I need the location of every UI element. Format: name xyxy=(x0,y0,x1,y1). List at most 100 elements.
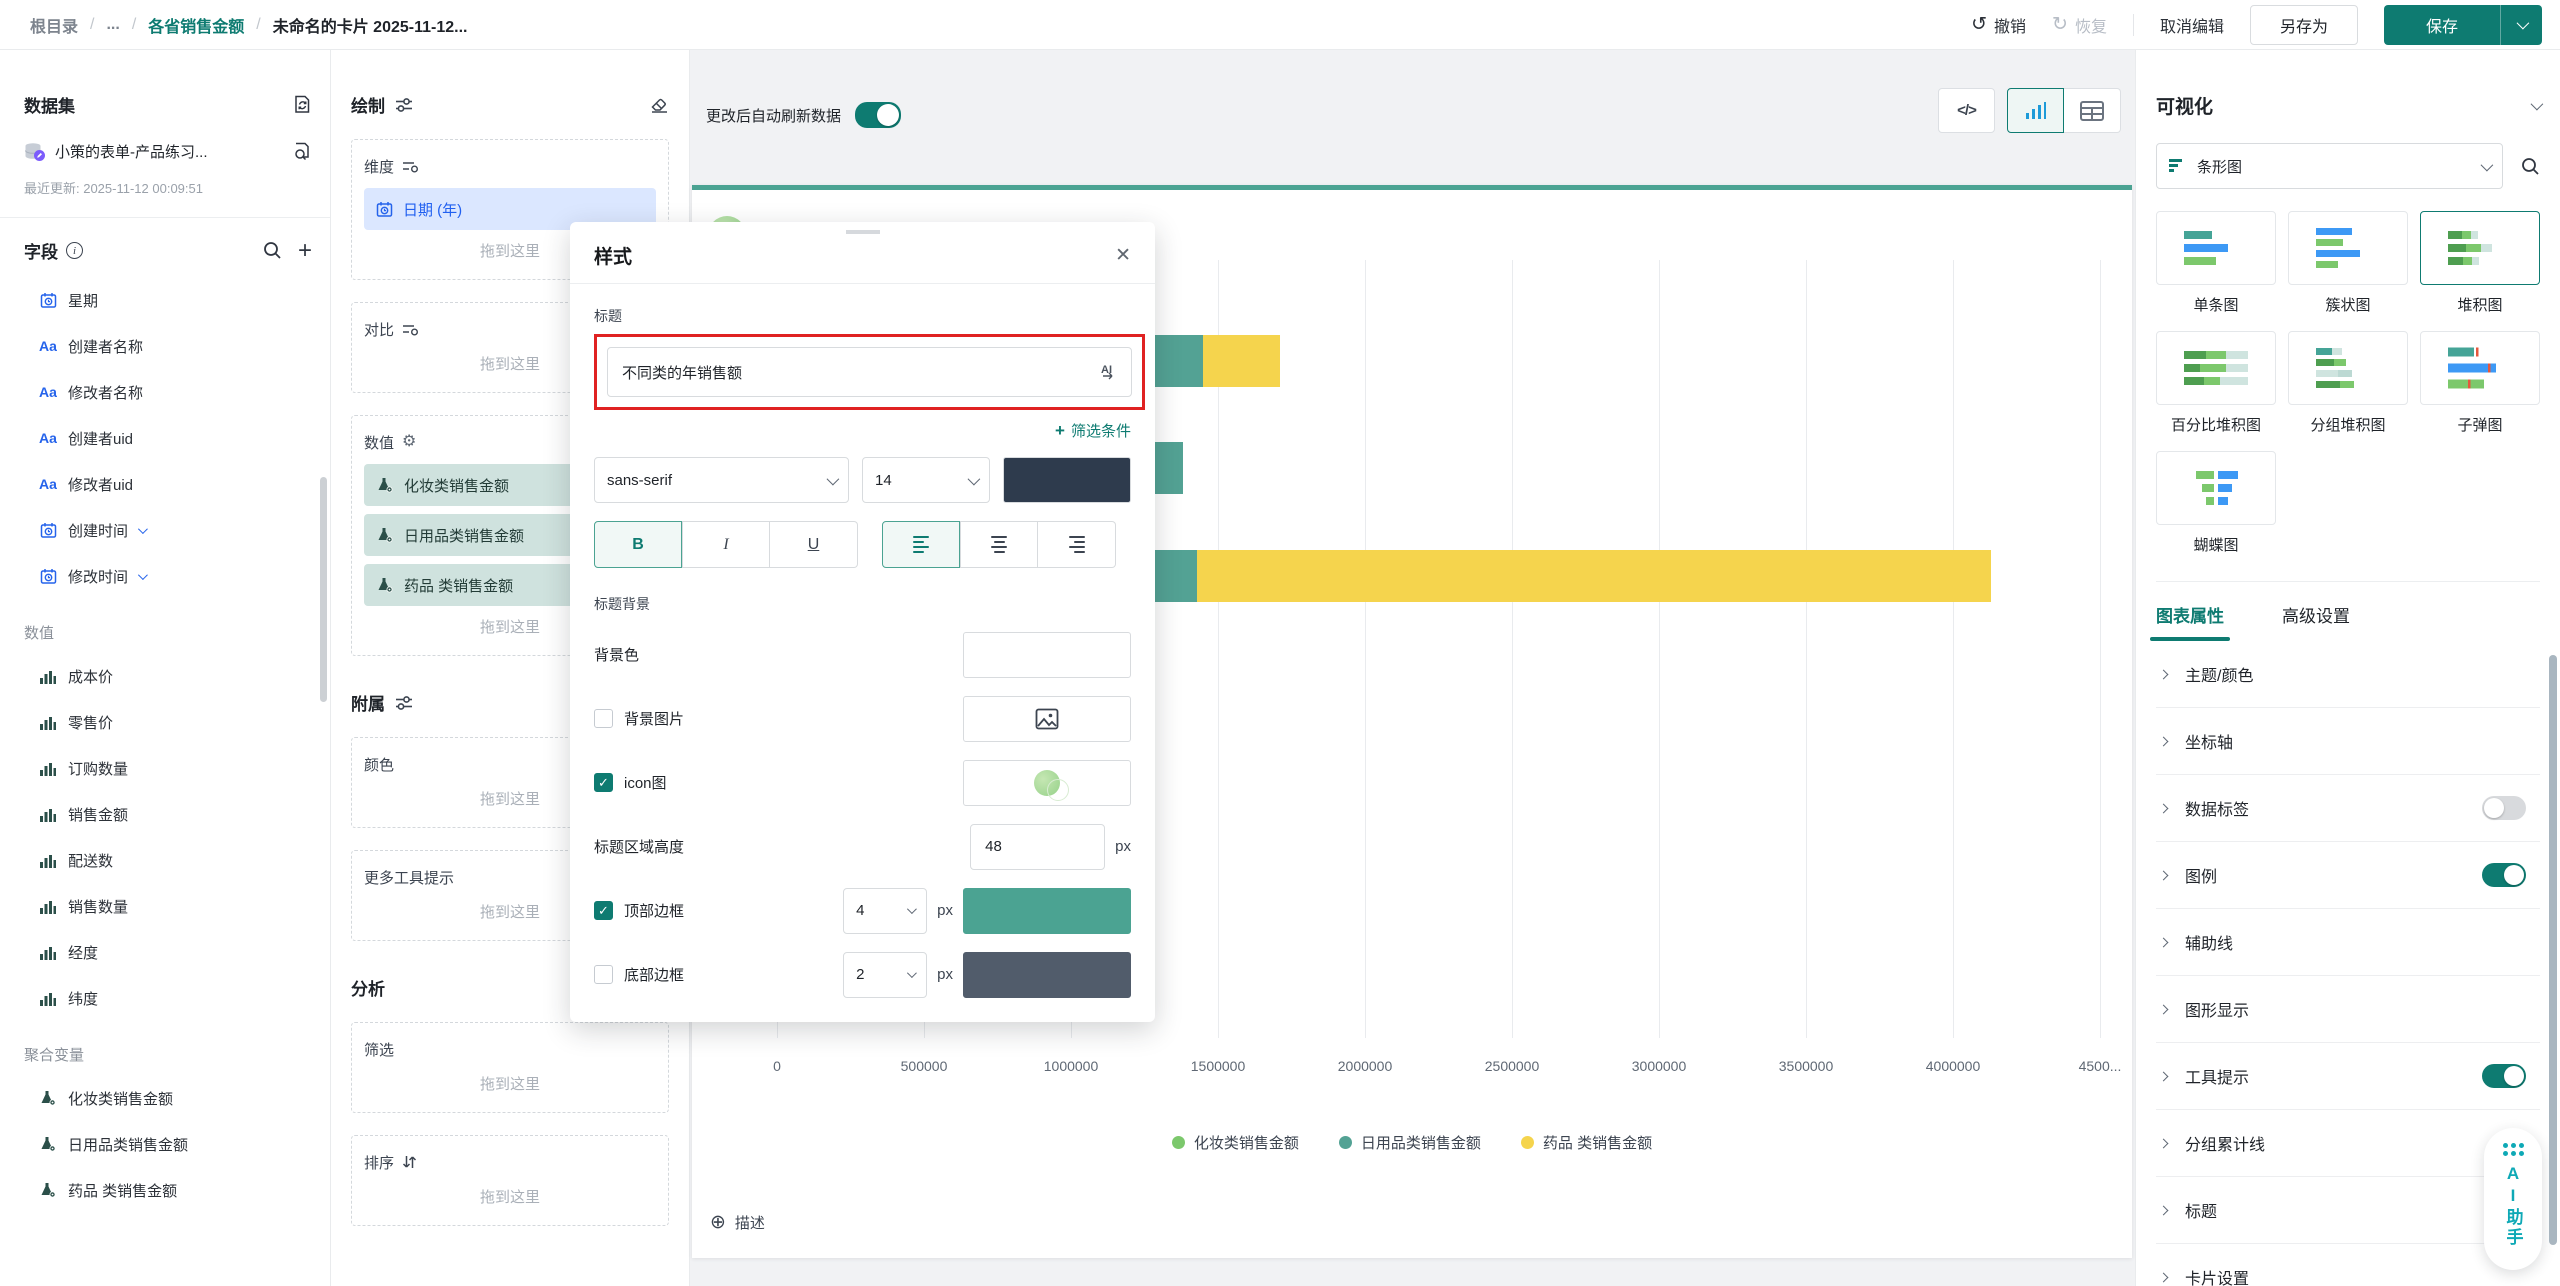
ai-assistant-button[interactable]: AI助手 xyxy=(2484,1128,2542,1270)
top-border-width-select[interactable]: 4 xyxy=(843,887,928,934)
field-item[interactable]: 成本价 xyxy=(24,653,312,699)
font-family-select[interactable]: sans-serif xyxy=(594,457,849,503)
accordion-卡片设置[interactable]: 卡片设置 xyxy=(2156,1244,2540,1286)
sort-dropzone[interactable]: 排序 拖到这里 xyxy=(351,1135,669,1226)
panel-scrollbar[interactable] xyxy=(2549,655,2557,1245)
accordion-toggle[interactable] xyxy=(2482,863,2526,887)
add-description-button[interactable]: ⊕ 描述 xyxy=(710,1212,765,1233)
chevron-down-icon[interactable] xyxy=(137,569,148,580)
top-border-color-swatch[interactable] xyxy=(963,887,1131,934)
cancel-edit-button[interactable]: 取消编辑 xyxy=(2160,13,2224,37)
icon-picker[interactable] xyxy=(963,759,1131,806)
ai-translate-icon[interactable]: AI xyxy=(1098,361,1120,383)
preview-data-icon[interactable] xyxy=(293,142,312,161)
bg-image-picker[interactable] xyxy=(963,695,1131,742)
accordion-辅助线[interactable]: 辅助线 xyxy=(2156,909,2540,976)
field-item[interactable]: Aa 创建者uid xyxy=(24,415,312,461)
icon-checkbox[interactable] xyxy=(594,773,613,792)
tooltip-dropzone[interactable]: 更多工具提示 拖到这里 xyxy=(351,850,669,941)
font-size-select[interactable]: 14 xyxy=(862,457,990,503)
chart-type-4[interactable]: 百分比堆积图 xyxy=(2156,331,2276,435)
redo-button[interactable]: ↻ 恢复 xyxy=(2052,13,2107,37)
chart-view-button[interactable] xyxy=(2007,88,2064,133)
field-item[interactable]: 销售数量 xyxy=(24,883,312,929)
chart-type-5[interactable]: 分组堆积图 xyxy=(2288,331,2408,435)
bg-color-swatch[interactable] xyxy=(963,631,1131,678)
chart-type-3[interactable]: 堆积图 xyxy=(2420,211,2540,315)
drag-handle[interactable] xyxy=(845,230,880,234)
save-dropdown-button[interactable] xyxy=(2500,4,2542,45)
field-item[interactable]: 日用品类销售金额 xyxy=(24,1121,312,1167)
top-border-checkbox[interactable] xyxy=(594,901,613,920)
collapse-panel-icon[interactable] xyxy=(2530,97,2544,111)
chart-type-7[interactable]: 蝴蝶图 xyxy=(2156,451,2276,555)
align-left-button[interactable] xyxy=(882,521,960,568)
field-item[interactable]: 零售价 xyxy=(24,699,312,745)
accordion-toggle[interactable] xyxy=(2482,796,2526,820)
field-item[interactable]: 销售金额 xyxy=(24,791,312,837)
breadcrumb-item[interactable]: 各省销售金额 xyxy=(148,18,245,36)
code-view-button[interactable]: </> xyxy=(1938,88,1995,133)
chart-type-2[interactable]: 簇状图 xyxy=(2288,211,2408,315)
field-item[interactable]: 创建时间 xyxy=(24,507,312,553)
bar-segment[interactable] xyxy=(1197,550,1992,602)
accordion-toggle[interactable] xyxy=(2482,1064,2526,1088)
legend-item[interactable]: 日用品类销售金额 xyxy=(1338,1132,1481,1153)
save-button[interactable]: 保存 xyxy=(2384,5,2500,45)
chart-title-input[interactable] xyxy=(607,347,1132,397)
table-view-button[interactable] xyxy=(2064,88,2121,133)
chart-type-select[interactable]: 条形图 xyxy=(2156,143,2503,189)
title-area-height-input[interactable] xyxy=(970,823,1106,870)
add-field-icon[interactable]: + xyxy=(297,236,312,264)
breadcrumb-item[interactable]: ... xyxy=(106,15,120,33)
bottom-border-checkbox[interactable] xyxy=(594,965,613,984)
legend-item[interactable]: 化妆类销售金额 xyxy=(1171,1132,1299,1153)
chevron-down-icon[interactable] xyxy=(137,523,148,534)
field-item[interactable]: 化妆类销售金额 xyxy=(24,1075,312,1121)
accordion-主题颜色[interactable]: 主题/颜色 xyxy=(2156,641,2540,708)
auto-refresh-toggle[interactable] xyxy=(855,102,902,128)
italic-button[interactable]: I xyxy=(682,521,770,568)
accordion-标题[interactable]: 标题 xyxy=(2156,1177,2540,1244)
bold-button[interactable]: B xyxy=(594,521,682,568)
filter-dropzone[interactable]: 筛选 拖到这里 xyxy=(351,1022,669,1113)
accordion-坐标轴[interactable]: 坐标轴 xyxy=(2156,708,2540,775)
bar-segment[interactable] xyxy=(1203,335,1280,387)
legend-item[interactable]: 药品 类销售金额 xyxy=(1520,1132,1652,1153)
compare-dropzone[interactable]: 对比 拖到这里 xyxy=(351,302,669,393)
field-item[interactable]: 配送数 xyxy=(24,837,312,883)
field-item[interactable]: 药品 类销售金额 xyxy=(24,1167,312,1213)
accordion-数据标签[interactable]: 数据标签 xyxy=(2156,775,2540,842)
field-item[interactable]: Aa 修改者名称 xyxy=(24,369,312,415)
close-icon[interactable]: ✕ xyxy=(1115,245,1131,266)
field-item[interactable]: 订购数量 xyxy=(24,745,312,791)
dataset-row[interactable]: 小策的表单-产品练习... xyxy=(24,141,312,162)
tab-chart-properties[interactable]: 图表属性 xyxy=(2150,602,2230,641)
gear-icon[interactable]: ⚙ xyxy=(402,433,417,450)
accordion-分组累计线[interactable]: 分组累计线 xyxy=(2156,1110,2540,1177)
sidebar-scrollbar[interactable] xyxy=(320,477,327,702)
color-dropzone[interactable]: 颜色 拖到这里 xyxy=(351,737,669,828)
save-as-button[interactable]: 另存为 xyxy=(2250,4,2358,45)
field-item[interactable]: Aa 修改者uid xyxy=(24,461,312,507)
chart-type-1[interactable]: 单条图 xyxy=(2156,211,2276,315)
accordion-图形显示[interactable]: 图形显示 xyxy=(2156,976,2540,1043)
undo-button[interactable]: ↺ 撤销 xyxy=(1971,13,2026,37)
eraser-icon[interactable] xyxy=(650,96,669,113)
search-icon[interactable] xyxy=(263,241,282,260)
align-right-button[interactable] xyxy=(1038,521,1116,568)
font-color-swatch[interactable] xyxy=(1003,457,1131,503)
tab-advanced-settings[interactable]: 高级设置 xyxy=(2282,602,2350,641)
chart-type-6[interactable]: 子弹图 xyxy=(2420,331,2540,435)
add-filter-condition-link[interactable]: + 筛选条件 xyxy=(594,420,1131,441)
field-item[interactable]: Aa 创建者名称 xyxy=(24,323,312,369)
align-center-button[interactable] xyxy=(960,521,1038,568)
field-item[interactable]: 纬度 xyxy=(24,975,312,1021)
search-icon[interactable] xyxy=(2521,157,2540,176)
field-item[interactable]: 星期 xyxy=(24,277,312,323)
switch-dataset-icon[interactable] xyxy=(292,95,312,114)
accordion-工具提示[interactable]: 工具提示 xyxy=(2156,1043,2540,1110)
field-item[interactable]: 经度 xyxy=(24,929,312,975)
breadcrumb-item[interactable]: 根目录 xyxy=(30,18,79,36)
bottom-border-width-select[interactable]: 2 xyxy=(843,951,928,998)
